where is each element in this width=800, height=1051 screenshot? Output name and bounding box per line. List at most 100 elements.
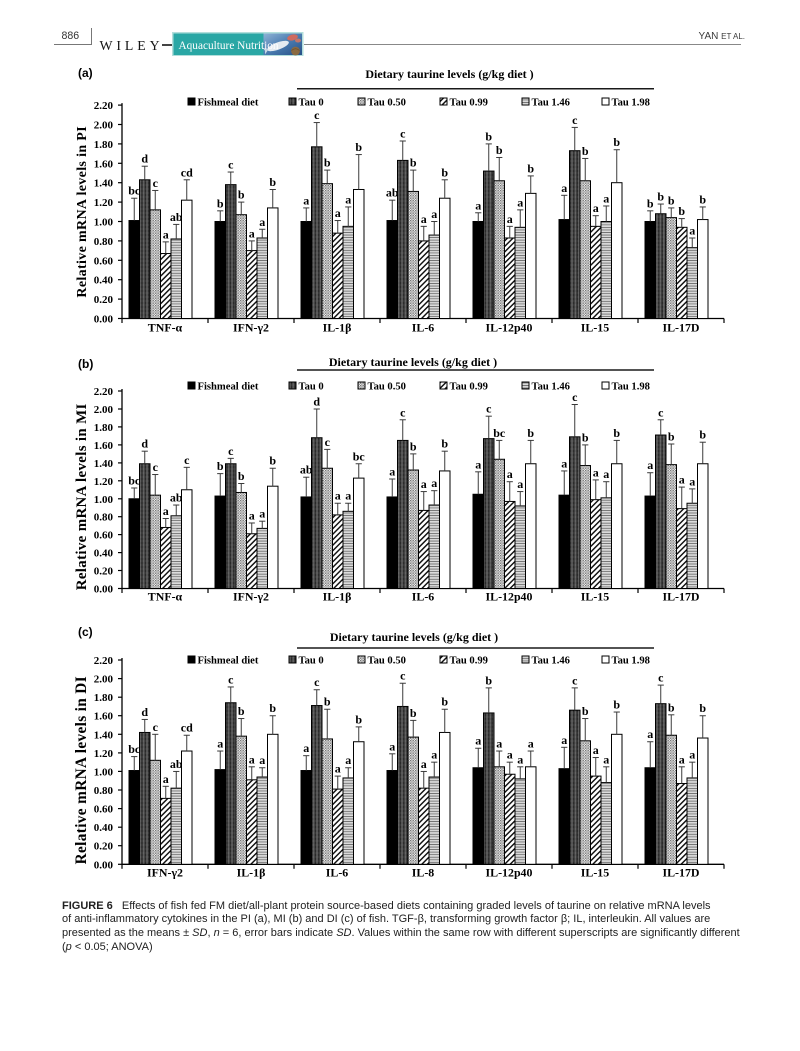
svg-text:b: b bbox=[678, 204, 685, 218]
svg-text:a: a bbox=[163, 504, 169, 518]
svg-text:1.60: 1.60 bbox=[94, 711, 114, 723]
svg-text:a: a bbox=[603, 752, 609, 766]
svg-text:b: b bbox=[496, 143, 503, 157]
svg-text:a: a bbox=[593, 743, 599, 757]
svg-text:c: c bbox=[400, 405, 406, 419]
svg-text:Tau 0.50: Tau 0.50 bbox=[368, 98, 406, 109]
svg-text:cd: cd bbox=[181, 721, 193, 735]
svg-text:a: a bbox=[303, 193, 309, 207]
svg-text:a: a bbox=[389, 465, 395, 479]
svg-text:2.00: 2.00 bbox=[94, 120, 114, 132]
svg-text:c: c bbox=[658, 671, 664, 685]
svg-text:Tau 0.99: Tau 0.99 bbox=[450, 656, 488, 667]
svg-text:a: a bbox=[689, 748, 695, 762]
svg-text:a: a bbox=[431, 207, 437, 221]
svg-text:c: c bbox=[486, 402, 492, 416]
svg-text:1.40: 1.40 bbox=[94, 178, 114, 190]
svg-text:c: c bbox=[314, 108, 320, 122]
svg-text:b: b bbox=[699, 701, 706, 715]
svg-text:1.00: 1.00 bbox=[94, 494, 114, 506]
svg-text:b: b bbox=[668, 193, 675, 207]
svg-text:1.40: 1.40 bbox=[94, 458, 114, 470]
svg-text:a: a bbox=[259, 753, 265, 767]
svg-text:0.60: 0.60 bbox=[94, 255, 114, 267]
svg-text:b: b bbox=[441, 437, 448, 451]
svg-text:2.00: 2.00 bbox=[94, 404, 114, 416]
svg-text:c: c bbox=[572, 673, 578, 687]
svg-text:b: b bbox=[485, 673, 492, 687]
svg-text:d: d bbox=[141, 705, 148, 719]
svg-text:(a): (a) bbox=[78, 66, 93, 80]
svg-text:IL-1β: IL-1β bbox=[237, 866, 266, 880]
svg-text:b: b bbox=[613, 698, 620, 712]
svg-text:0.00: 0.00 bbox=[94, 314, 114, 326]
svg-text:a: a bbox=[431, 476, 437, 490]
svg-text:a: a bbox=[475, 457, 481, 471]
svg-text:0.40: 0.40 bbox=[94, 275, 114, 287]
svg-text:a: a bbox=[421, 212, 427, 226]
svg-text:(c): (c) bbox=[78, 625, 93, 639]
svg-text:Tau 1.46: Tau 1.46 bbox=[532, 382, 570, 393]
svg-text:IL-6: IL-6 bbox=[326, 866, 349, 880]
svg-text:b: b bbox=[527, 426, 534, 440]
svg-text:IL-8: IL-8 bbox=[412, 866, 435, 880]
svg-text:a: a bbox=[603, 191, 609, 205]
svg-text:b: b bbox=[238, 469, 245, 483]
svg-text:a: a bbox=[679, 752, 685, 766]
svg-text:IL-6: IL-6 bbox=[412, 590, 435, 604]
svg-text:ab: ab bbox=[386, 186, 399, 200]
svg-text:0.60: 0.60 bbox=[94, 804, 114, 816]
svg-text:a: a bbox=[259, 215, 265, 229]
svg-text:a: a bbox=[561, 181, 567, 195]
svg-text:a: a bbox=[249, 226, 255, 240]
svg-text:Tau 0: Tau 0 bbox=[299, 656, 324, 667]
svg-text:a: a bbox=[259, 507, 265, 521]
svg-text:IL-15: IL-15 bbox=[581, 866, 609, 880]
svg-text:Tau 0: Tau 0 bbox=[299, 98, 324, 109]
svg-text:IL-6: IL-6 bbox=[412, 321, 435, 335]
svg-text:b: b bbox=[217, 196, 224, 210]
svg-text:b: b bbox=[355, 140, 362, 154]
svg-text:a: a bbox=[561, 456, 567, 470]
svg-text:a: a bbox=[303, 741, 309, 755]
svg-text:2.20: 2.20 bbox=[94, 655, 114, 667]
svg-text:b: b bbox=[582, 430, 589, 444]
svg-text:IL-17D: IL-17D bbox=[663, 590, 700, 604]
svg-text:c: c bbox=[400, 669, 406, 683]
svg-text:a: a bbox=[431, 748, 437, 762]
svg-text:c: c bbox=[325, 435, 331, 449]
svg-text:c: c bbox=[184, 453, 190, 467]
svg-text:c: c bbox=[228, 158, 234, 172]
svg-text:bc: bc bbox=[128, 742, 141, 756]
svg-text:TNF-α: TNF-α bbox=[148, 321, 183, 335]
svg-text:IL-17D: IL-17D bbox=[663, 866, 700, 880]
svg-text:1.60: 1.60 bbox=[94, 440, 114, 452]
svg-text:Tau 1.98: Tau 1.98 bbox=[612, 98, 650, 109]
svg-text:c: c bbox=[400, 126, 406, 140]
svg-text:c: c bbox=[153, 720, 159, 734]
svg-text:Tau 0: Tau 0 bbox=[299, 382, 324, 393]
svg-text:IL-1β: IL-1β bbox=[323, 590, 352, 604]
svg-text:IL-17D: IL-17D bbox=[663, 321, 700, 335]
svg-text:b: b bbox=[441, 695, 448, 709]
svg-text:1.00: 1.00 bbox=[94, 766, 114, 778]
svg-text:Dietary taurine levels (g/kg d: Dietary taurine levels (g/kg diet ) bbox=[330, 630, 498, 644]
svg-text:a: a bbox=[345, 753, 351, 767]
svg-text:b: b bbox=[238, 704, 245, 718]
svg-text:b: b bbox=[613, 426, 620, 440]
svg-text:a: a bbox=[689, 474, 695, 488]
svg-text:b: b bbox=[355, 712, 362, 726]
svg-text:(b): (b) bbox=[78, 357, 93, 371]
svg-text:b: b bbox=[410, 439, 417, 453]
svg-text:Tau 0.99: Tau 0.99 bbox=[450, 382, 488, 393]
svg-text:c: c bbox=[228, 444, 234, 458]
svg-text:Fishmeal diet: Fishmeal diet bbox=[198, 382, 259, 393]
svg-text:a: a bbox=[475, 198, 481, 212]
svg-text:a: a bbox=[679, 473, 685, 487]
svg-text:1.20: 1.20 bbox=[94, 476, 114, 488]
svg-text:d: d bbox=[141, 152, 148, 166]
svg-text:Relative mRNA levels in PI: Relative mRNA levels in PI bbox=[75, 126, 90, 298]
svg-text:b: b bbox=[668, 700, 675, 714]
svg-text:1.80: 1.80 bbox=[94, 139, 114, 151]
svg-text:a: a bbox=[496, 737, 502, 751]
